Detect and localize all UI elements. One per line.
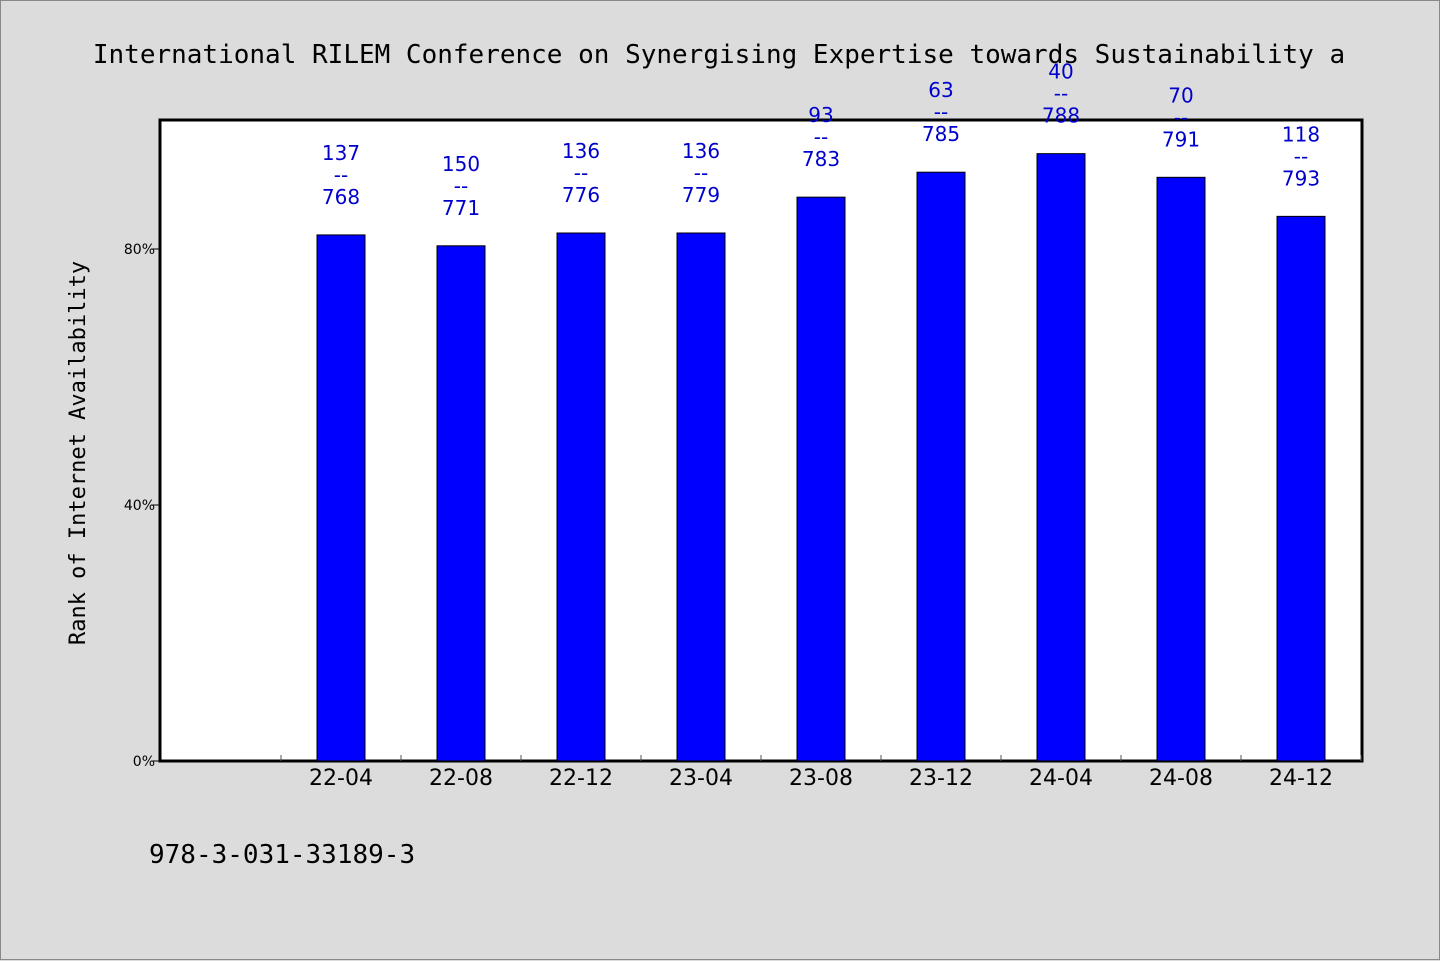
bar-label-total: 788 (1042, 104, 1080, 128)
x-tick-label: 24-04 (1029, 766, 1093, 791)
x-tick-label: 22-04 (309, 766, 373, 791)
bar-label-total: 793 (1282, 166, 1320, 190)
bar-label-rank: 136 (562, 139, 600, 163)
bar-label-rank: 150 (442, 152, 480, 176)
bar-data-label: 70--791 (1162, 83, 1200, 151)
bar-23-12 (916, 171, 966, 762)
bar-label-total: 785 (922, 122, 960, 146)
bar-label-sep: -- (814, 125, 828, 149)
bar-data-label: 136--776 (562, 139, 600, 207)
x-axis: 22-04 22-08 22-12 23-04 23-08 23-12 24-04 24-08… (280, 755, 1362, 791)
bars-group (316, 153, 1326, 762)
y-axis: 0% 40% 80% (124, 242, 161, 770)
bar-label-sep: -- (334, 163, 348, 187)
bar-data-label: 136--779 (682, 139, 720, 207)
bar-data-label: 118--793 (1282, 122, 1320, 190)
y-tick-label: 80% (124, 242, 155, 258)
y-tick-label: 0% (133, 754, 155, 770)
x-tick-label: 23-04 (669, 766, 733, 791)
bar-label-rank: 63 (928, 78, 953, 102)
bar-data-label: 63--785 (922, 78, 960, 146)
bar-label-sep: -- (694, 161, 708, 185)
footer-isbn: 978-3-031-33189-3 (149, 840, 415, 870)
bar-label-sep: -- (1174, 105, 1188, 129)
chart-title: International RILEM Conference on Synerg… (93, 40, 1345, 70)
bar-label-rank: 137 (322, 141, 360, 165)
bar-24-12 (1276, 215, 1326, 762)
x-tick-label: 24-12 (1269, 766, 1333, 791)
bar-23-04 (676, 232, 726, 762)
bar-23-08 (796, 196, 846, 762)
bar-label-total: 768 (322, 185, 360, 209)
bar-label-total: 779 (682, 183, 720, 207)
y-tick-label: 40% (124, 498, 155, 514)
bar-24-08 (1156, 176, 1206, 762)
x-tick-label: 22-08 (429, 766, 493, 791)
bar-label-total: 771 (442, 196, 480, 220)
y-axis-label: Rank of Internet Availability (66, 261, 91, 645)
x-tick-label: 24-08 (1149, 766, 1213, 791)
bar-label-total: 776 (562, 183, 600, 207)
bar-label-rank: 70 (1168, 83, 1193, 107)
bar-data-label: 150--771 (442, 152, 480, 220)
bar-label-sep: -- (1054, 82, 1068, 106)
bar-label-total: 791 (1162, 127, 1200, 151)
bar-label-total: 783 (802, 147, 840, 171)
bar-data-label: 93--783 (802, 103, 840, 171)
bar-label-rank: 40 (1048, 60, 1073, 84)
bar-data-label: 137--768 (322, 141, 360, 209)
bar-label-sep: -- (934, 100, 948, 124)
x-tick-label: 22-12 (549, 766, 613, 791)
x-tick-label: 23-12 (909, 766, 973, 791)
x-tick-label: 23-08 (789, 766, 853, 791)
bar-24-04 (1036, 153, 1086, 762)
bar-22-08 (436, 245, 486, 762)
bar-label-sep: -- (1294, 144, 1308, 168)
bar-data-label: 40--788 (1042, 60, 1080, 128)
bar-22-12 (556, 232, 606, 762)
bar-22-04 (316, 234, 366, 762)
bar-label-rank: 93 (808, 103, 833, 127)
bar-label-sep: -- (574, 161, 588, 185)
bar-label-sep: -- (454, 174, 468, 198)
bar-label-rank: 136 (682, 139, 720, 163)
bar-label-rank: 118 (1282, 122, 1320, 146)
bar-labels-group: 137--768150--771136--776136--77993--7836… (322, 60, 1320, 220)
